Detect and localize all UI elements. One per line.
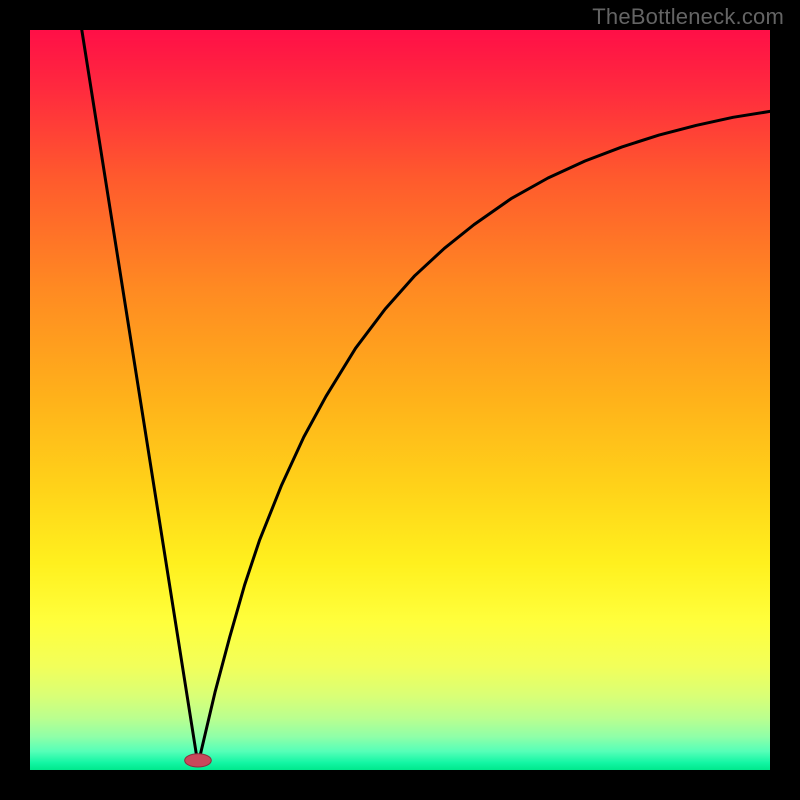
chart-plot-area bbox=[30, 30, 770, 770]
watermark-text: TheBottleneck.com bbox=[592, 4, 784, 30]
chart-svg bbox=[30, 30, 770, 770]
optimal-point-marker bbox=[185, 754, 212, 767]
